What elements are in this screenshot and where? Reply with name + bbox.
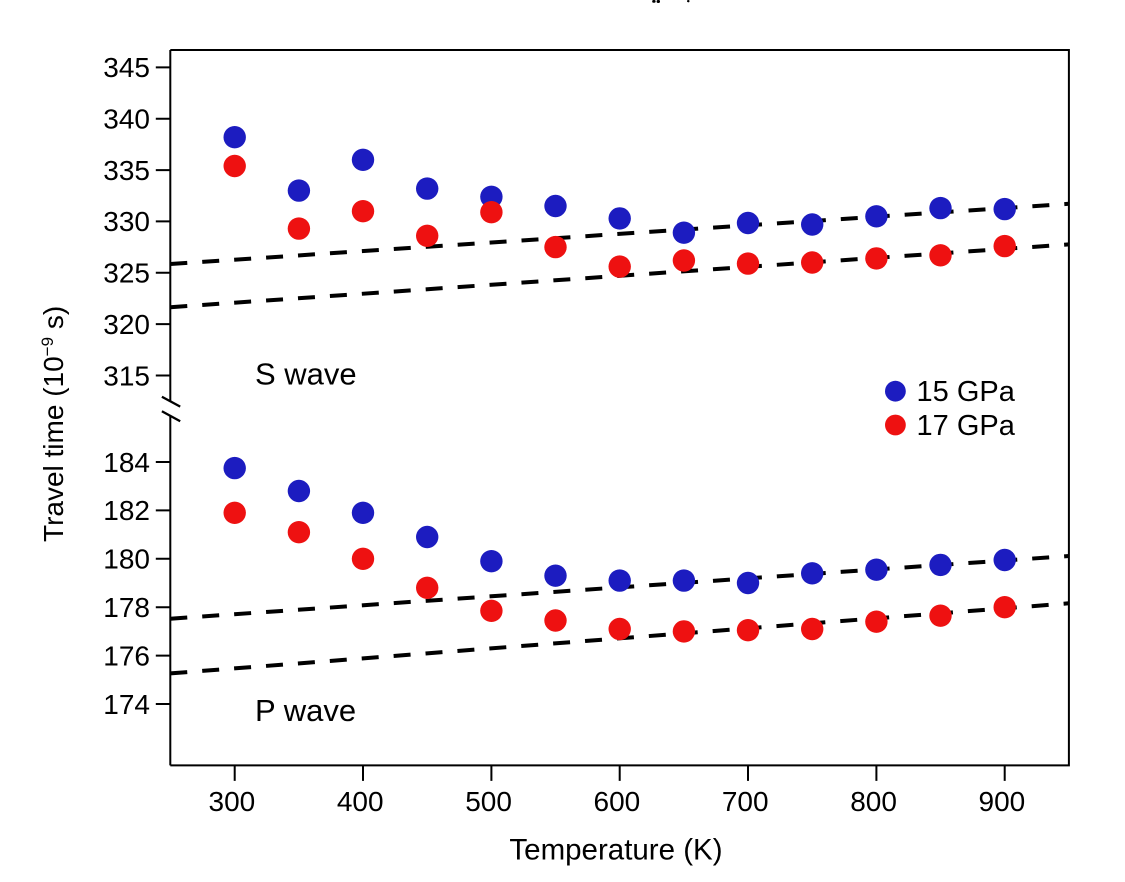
svg-text:300: 300 — [209, 786, 256, 817]
svg-text:15 GPa: 15 GPa — [917, 376, 1016, 408]
svg-text:325: 325 — [103, 258, 150, 289]
svg-text:180: 180 — [103, 544, 150, 575]
svg-text:178: 178 — [103, 592, 150, 623]
svg-text:400: 400 — [337, 786, 384, 817]
svg-text:Temperature (K): Temperature (K) — [509, 834, 722, 867]
svg-text:17 GPa: 17 GPa — [917, 410, 1016, 442]
svg-text:340: 340 — [103, 104, 150, 135]
svg-text:320: 320 — [103, 309, 150, 340]
svg-text:800: 800 — [850, 786, 897, 817]
svg-text:184: 184 — [103, 447, 150, 478]
svg-text:P wave: P wave — [255, 693, 356, 728]
svg-text:182: 182 — [103, 495, 150, 526]
svg-text:900: 900 — [979, 786, 1026, 817]
svg-text:335: 335 — [103, 155, 150, 186]
svg-text:176: 176 — [103, 640, 150, 671]
svg-text:315: 315 — [103, 360, 150, 391]
svg-text:330: 330 — [103, 206, 150, 237]
svg-text:S wave: S wave — [255, 357, 357, 392]
svg-text:500: 500 — [465, 786, 512, 817]
svg-text:345: 345 — [103, 52, 150, 83]
svg-text:174: 174 — [103, 689, 150, 720]
svg-text:700: 700 — [722, 786, 769, 817]
svg-text:600: 600 — [594, 786, 641, 817]
